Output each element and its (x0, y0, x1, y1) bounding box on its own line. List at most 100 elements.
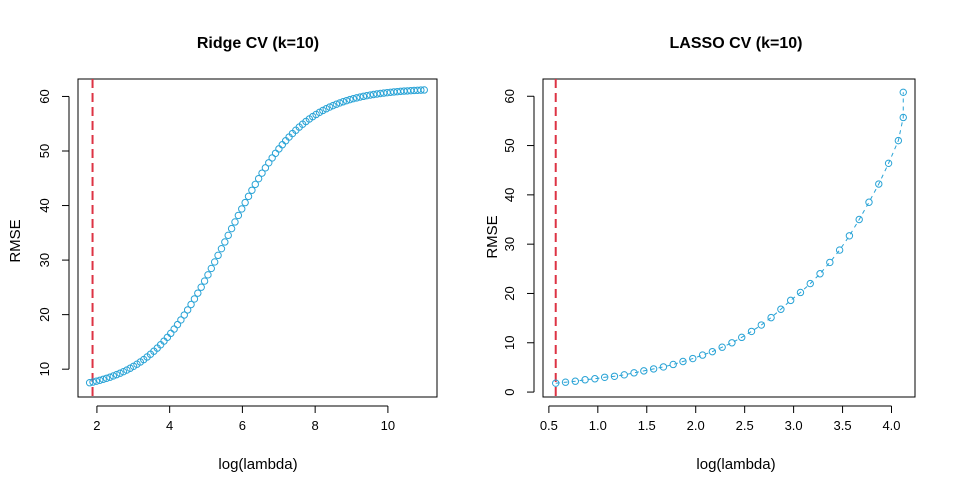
lasso-data-point (679, 357, 687, 366)
ridge-data-point (352, 94, 361, 102)
ridge-data-point (244, 192, 253, 201)
lasso-data-point (581, 376, 589, 384)
lasso-data-point (899, 88, 907, 97)
ridge-data-point (119, 367, 128, 376)
lasso-x-tick-label: 1.5 (638, 418, 656, 433)
lasso-y-tick-label: 20 (502, 286, 517, 300)
lasso-data-point (826, 258, 834, 267)
ridge-data-point (204, 271, 212, 279)
ridge-data-point (194, 289, 202, 297)
ridge-data-point (420, 86, 428, 94)
ridge-data-point (163, 333, 172, 342)
lasso-data-point (835, 246, 844, 254)
ridge-y-axis-title: RMSE (7, 219, 24, 262)
lasso-data-point (894, 136, 903, 145)
ridge-x-tick-label: 10 (381, 418, 395, 433)
ridge-data-point (349, 94, 357, 103)
lasso-x-tick-label: 3.0 (785, 418, 803, 433)
ridge-y-tick-label: 30 (37, 253, 52, 267)
ridge-data-point (265, 159, 273, 167)
ridge-data-point (339, 98, 347, 106)
ridge-data-point (99, 375, 107, 384)
ridge-data-point (268, 154, 276, 162)
ridge-data-point (332, 100, 341, 108)
ridge-data-point (210, 258, 219, 266)
lasso-x-tick-label: 1.0 (589, 418, 607, 433)
lasso-data-point (786, 296, 795, 305)
ridge-x-tick-label: 8 (312, 418, 319, 433)
lasso-data-point (689, 354, 697, 363)
lasso-data-point (899, 113, 907, 122)
ridge-data-point (278, 141, 287, 149)
lasso-data-point (875, 180, 883, 188)
lasso-data-point (796, 288, 805, 297)
ridge-data-point (254, 174, 263, 183)
ridge-data-point (190, 295, 199, 303)
ridge-chart-title: Ridge CV (k=10) (197, 35, 319, 52)
lasso-data-point (767, 313, 775, 322)
lasso-y-tick-label: 10 (502, 336, 517, 350)
ridge-x-ticks: 2 4 6 8 10 (93, 405, 395, 433)
lasso-y-tick-label: 0 (502, 388, 517, 395)
lasso-x-tick-label: 4.0 (882, 418, 900, 433)
ridge-data-point (109, 372, 118, 380)
ridge-data-point (417, 86, 425, 94)
ridge-x-tick-label: 6 (239, 418, 246, 433)
ridge-data-point (322, 105, 330, 113)
ridge-data-point (106, 373, 114, 381)
ridge-data-point (275, 145, 283, 153)
ridge-plot-frame (77, 78, 438, 398)
lasso-data-point (561, 378, 570, 386)
lasso-data-point (640, 367, 648, 375)
lasso-data-point (806, 279, 814, 288)
lasso-data-point (669, 360, 677, 369)
ridge-data-point (177, 316, 185, 324)
ridge-data-point (234, 211, 243, 220)
lasso-y-tick-label: 30 (502, 237, 517, 251)
lasso-plot-frame (542, 78, 916, 398)
lasso-data-point (845, 232, 854, 240)
lasso-data-point (610, 372, 619, 380)
ridge-data-point (221, 238, 229, 246)
lasso-data-point (659, 363, 668, 371)
ridge-data-point (214, 251, 222, 260)
ridge-data-point (170, 325, 178, 333)
lasso-data-point (630, 369, 638, 377)
lasso-x-tick-label: 3.5 (834, 418, 852, 433)
lasso-chart-title: LASSO CV (k=10) (670, 35, 803, 52)
ridge-data-points (85, 79, 428, 397)
ridge-y-ticks: 10 20 30 40 50 60 (37, 89, 70, 376)
lasso-data-point (708, 347, 717, 356)
ridge-data-point (238, 205, 246, 213)
lasso-data-point (816, 270, 824, 278)
lasso-data-point (738, 333, 746, 342)
ridge-y-tick-label: 50 (37, 144, 52, 158)
ridge-data-point (116, 369, 124, 377)
ridge-data-point (271, 149, 280, 157)
ridge-data-point (102, 374, 111, 382)
ridge-data-point (89, 378, 97, 386)
ridge-data-point (261, 164, 270, 172)
lasso-y-ticks: 0 10 20 30 40 50 60 (502, 89, 535, 396)
lasso-data-point (865, 198, 873, 206)
ridge-y-tick-label: 10 (37, 362, 52, 376)
lasso-y-tick-label: 60 (502, 89, 517, 103)
ridge-data-point (217, 244, 226, 253)
lasso-x-tick-label: 0.5 (540, 418, 558, 433)
lasso-data-point (757, 321, 766, 329)
ridge-data-point (183, 306, 192, 314)
ridge-data-point (342, 96, 351, 105)
ridge-y-tick-label: 40 (37, 198, 52, 212)
lasso-x-tick-label: 2.0 (687, 418, 705, 433)
lasso-data-point (698, 351, 707, 359)
ridge-data-point (85, 379, 94, 387)
ridge-data-point (346, 95, 354, 104)
ridge-data-point (359, 92, 368, 101)
ridge-x-tick-label: 2 (93, 418, 100, 433)
ridge-data-point (200, 277, 209, 285)
lasso-cv-panel: LASSO CV (k=10) log(lambda) RMSE 0.5 1.0 1… (484, 35, 916, 473)
ridge-data-point (336, 99, 344, 107)
ridge-data-point (363, 91, 371, 100)
ridge-data-point (356, 93, 364, 101)
